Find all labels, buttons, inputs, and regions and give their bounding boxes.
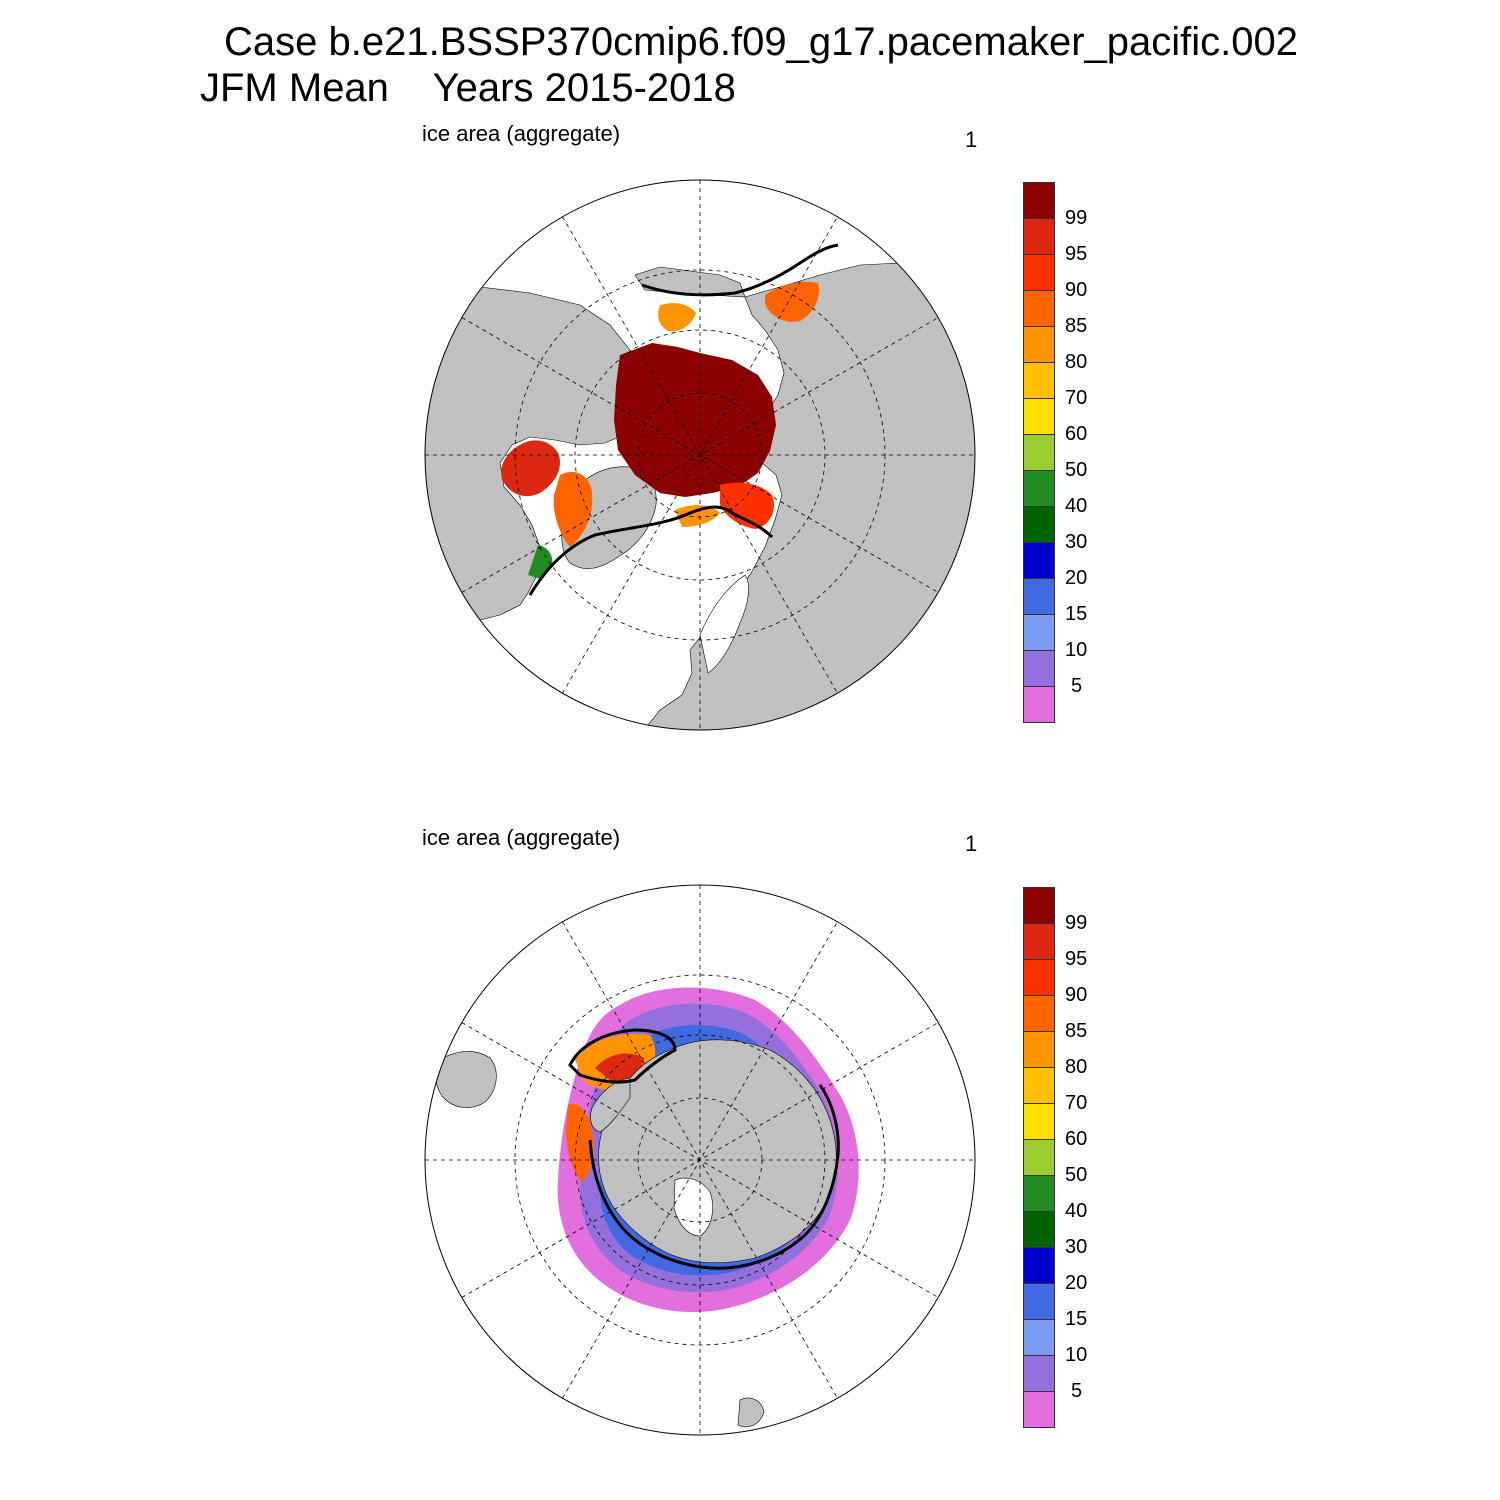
colorbar-swatch bbox=[1023, 434, 1055, 471]
colorbar-tick-label: 90 bbox=[1065, 984, 1088, 1006]
colorbar-tick-label: 70 bbox=[1065, 1092, 1088, 1114]
colorbar-tick-label: 85 bbox=[1065, 1020, 1088, 1042]
colorbar-swatch bbox=[1023, 686, 1055, 723]
edge-weddell-loop bbox=[568, 1028, 677, 1084]
edge-circumpolar bbox=[588, 1084, 840, 1270]
meridian-150 bbox=[562, 921, 838, 1399]
colorbar-tick-label: 30 bbox=[1065, 1236, 1088, 1258]
colorbar-swatch bbox=[1023, 1175, 1055, 1212]
new-zealand-land bbox=[737, 1397, 765, 1428]
colorbar-tick-label: 85 bbox=[1065, 315, 1088, 337]
ice-bering bbox=[658, 303, 696, 332]
colorbar-tick-label: 10 bbox=[1065, 1344, 1088, 1366]
ice-baffin bbox=[553, 471, 593, 547]
colorbar-swatch bbox=[1023, 887, 1055, 924]
ice-greenland-sea bbox=[675, 505, 720, 527]
observed-ice-edge bbox=[528, 243, 839, 596]
map-border bbox=[424, 884, 976, 1436]
edge-pacific bbox=[641, 243, 839, 297]
colorbar-tick-label: 60 bbox=[1065, 423, 1088, 445]
colorbar-north: 5 10 15 20 30 40 50 60 70 80 85 90 95 99 bbox=[1023, 182, 1123, 742]
colorbar-swatch bbox=[1023, 254, 1055, 291]
colorbar-tick-label: 60 bbox=[1065, 1128, 1088, 1150]
land-masses bbox=[425, 262, 975, 730]
map-border bbox=[424, 179, 976, 731]
colorbar-swatch bbox=[1023, 1139, 1055, 1176]
colorbar-tick-label: 80 bbox=[1065, 1056, 1088, 1078]
colorbar-south: 5 10 15 20 30 40 50 60 70 80 85 90 95 99 bbox=[1023, 887, 1123, 1447]
colorbar-tick-label: 15 bbox=[1065, 1308, 1088, 1330]
ice-barents bbox=[720, 482, 775, 529]
observed-ice-edge bbox=[568, 1028, 840, 1270]
antarctica-land bbox=[598, 1039, 837, 1264]
graticule bbox=[425, 885, 975, 1435]
colorbar-tick-label: 15 bbox=[1065, 603, 1088, 625]
colorbar-swatch bbox=[1023, 614, 1055, 651]
scandinavia-land bbox=[699, 574, 749, 674]
panel-north-label: ice area (aggregate) bbox=[422, 121, 621, 146]
colorbar-swatch bbox=[1023, 1067, 1055, 1104]
colorbar-swatch bbox=[1023, 506, 1055, 543]
colorbar-tick-label: 90 bbox=[1065, 279, 1088, 301]
colorbar-swatch bbox=[1023, 1283, 1055, 1320]
ice-peninsula-core bbox=[566, 1103, 594, 1182]
colorbar-swatch bbox=[1023, 923, 1055, 960]
colorbar-swatch bbox=[1023, 542, 1055, 579]
colorbar-swatch bbox=[1023, 1103, 1055, 1140]
sea-ice-fields bbox=[501, 281, 820, 579]
colorbar-swatch bbox=[1023, 959, 1055, 996]
ice-okhotsk bbox=[765, 281, 820, 322]
colorbar-swatch bbox=[1023, 1211, 1055, 1248]
colorbar-tick-label: 50 bbox=[1065, 1164, 1088, 1186]
colorbar-tick-label: 30 bbox=[1065, 531, 1088, 553]
panel-south-number: 1 bbox=[965, 831, 978, 856]
colorbar-swatch bbox=[1023, 398, 1055, 435]
colorbar-tick-label: 99 bbox=[1065, 912, 1088, 934]
colorbar-tick-label: 95 bbox=[1065, 948, 1088, 970]
north-america-land bbox=[425, 284, 646, 631]
colorbar-swatch bbox=[1023, 578, 1055, 615]
south-america-land bbox=[435, 1051, 497, 1108]
ice-central-arctic bbox=[614, 343, 776, 497]
colorbar-tick-label: 70 bbox=[1065, 387, 1088, 409]
figure-title-period: JFM Mean Years 2015-2018 bbox=[200, 66, 736, 110]
ice-hudson-bay bbox=[501, 440, 560, 497]
colorbar-tick-label: 80 bbox=[1065, 351, 1088, 373]
colorbar-swatch bbox=[1023, 1319, 1055, 1356]
colorbar-swatch bbox=[1023, 362, 1055, 399]
arctic-map bbox=[424, 179, 976, 731]
colorbar-swatch bbox=[1023, 995, 1055, 1032]
colorbar-swatch bbox=[1023, 290, 1055, 327]
colorbar-tick-label: 50 bbox=[1065, 459, 1088, 481]
meridian-150 bbox=[562, 216, 838, 694]
colorbar-swatch bbox=[1023, 1391, 1055, 1428]
panel-north-number: 1 bbox=[965, 127, 978, 152]
antarctic-peninsula-land bbox=[590, 1077, 631, 1133]
antarctic-map bbox=[424, 884, 976, 1436]
colorbar-tick-label: 5 bbox=[1071, 675, 1083, 697]
colorbar-tick-label: 40 bbox=[1065, 1200, 1088, 1222]
colorbar-tick-label: 20 bbox=[1065, 1272, 1088, 1294]
colorbar-swatch bbox=[1023, 1031, 1055, 1068]
colorbar-swatch bbox=[1023, 182, 1055, 219]
colorbar-swatch bbox=[1023, 1247, 1055, 1284]
colorbar-tick-label: 40 bbox=[1065, 495, 1088, 517]
figure-title-case: Case b.e21.BSSP370cmip6.f09_g17.pacemake… bbox=[224, 20, 1299, 64]
colorbar-tick-label: 5 bbox=[1071, 1380, 1083, 1402]
colorbar-swatch bbox=[1023, 218, 1055, 255]
colorbar-swatch bbox=[1023, 650, 1055, 687]
graticule bbox=[425, 180, 975, 730]
panel-south-label: ice area (aggregate) bbox=[422, 825, 621, 850]
land-masses bbox=[435, 1039, 837, 1428]
colorbar-tick-label: 99 bbox=[1065, 207, 1088, 229]
colorbar-tick-label: 10 bbox=[1065, 639, 1088, 661]
ross-ice-shelf bbox=[673, 1177, 713, 1237]
colorbar-tick-label: 95 bbox=[1065, 243, 1088, 265]
colorbar-swatch bbox=[1023, 326, 1055, 363]
colorbar-tick-label: 20 bbox=[1065, 567, 1088, 589]
colorbar-swatch bbox=[1023, 1355, 1055, 1392]
colorbar-swatch bbox=[1023, 470, 1055, 507]
edge-atlantic bbox=[528, 505, 774, 596]
